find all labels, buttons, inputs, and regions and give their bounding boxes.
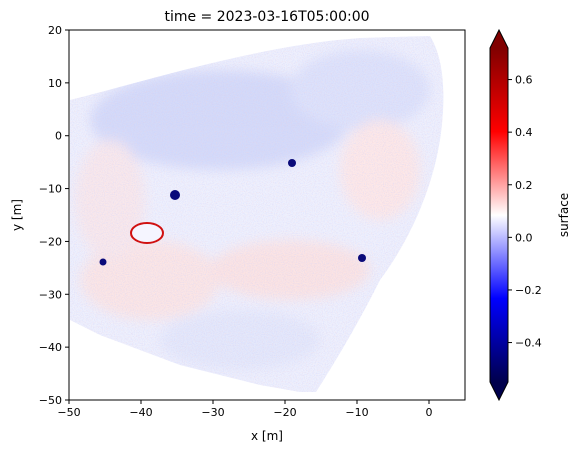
blue-spot-feature — [288, 159, 296, 167]
y-tick-label: 0 — [55, 130, 62, 143]
y-axis: −50 −40 −30 −20 −10 0 10 20 — [39, 24, 69, 407]
colorbar-outline — [489, 28, 509, 402]
x-tick-label: −20 — [273, 406, 296, 419]
x-tick-label: 0 — [426, 406, 433, 419]
colorbar-tick-label: 0.6 — [515, 74, 533, 87]
colorbar-tick-label: 0.4 — [515, 126, 533, 139]
colorbar-label: surface — [557, 193, 571, 237]
colorbar-ticks: −0.4 −0.2 0.0 0.2 0.4 0.6 — [508, 74, 542, 350]
x-axis: −50 −40 −30 −20 −10 0 — [57, 400, 433, 419]
colorbar-tick-label: −0.2 — [515, 284, 542, 297]
surface-field — [70, 36, 444, 392]
x-tick-label: −50 — [57, 406, 80, 419]
y-tick-label: −30 — [39, 288, 62, 301]
colorbar-extend-min — [490, 382, 508, 400]
colorbar-extend-max — [490, 30, 508, 48]
y-tick-label: −20 — [39, 235, 62, 248]
colorbar-body — [490, 48, 508, 382]
x-tick-label: −40 — [129, 406, 152, 419]
colorbar-tick-label: 0.2 — [515, 179, 533, 192]
blue-spot-feature — [99, 258, 107, 266]
axes-frame — [68, 29, 466, 401]
blue-spot-feature — [358, 254, 366, 262]
red-ring-feature — [130, 222, 164, 244]
x-axis-label: x [m] — [251, 429, 283, 443]
colorbar-tick-label: −0.4 — [515, 337, 542, 350]
y-tick-label: −10 — [39, 183, 62, 196]
y-tick-label: 10 — [48, 77, 62, 90]
y-tick-label: −50 — [39, 394, 62, 407]
x-tick-label: −10 — [345, 406, 368, 419]
y-tick-label: 20 — [48, 24, 62, 37]
chart-title: time = 2023-03-16T05:00:00 — [164, 9, 369, 25]
y-tick-label: −40 — [39, 341, 62, 354]
colorbar: −0.4 −0.2 0.0 0.2 0.4 0.6 surface — [489, 28, 571, 402]
x-tick-label: −30 — [201, 406, 224, 419]
y-axis-label: y [m] — [10, 199, 24, 231]
blue-spot-feature — [170, 190, 180, 200]
feature-marks — [99, 159, 366, 266]
colorbar-tick-label: 0.0 — [515, 231, 533, 244]
